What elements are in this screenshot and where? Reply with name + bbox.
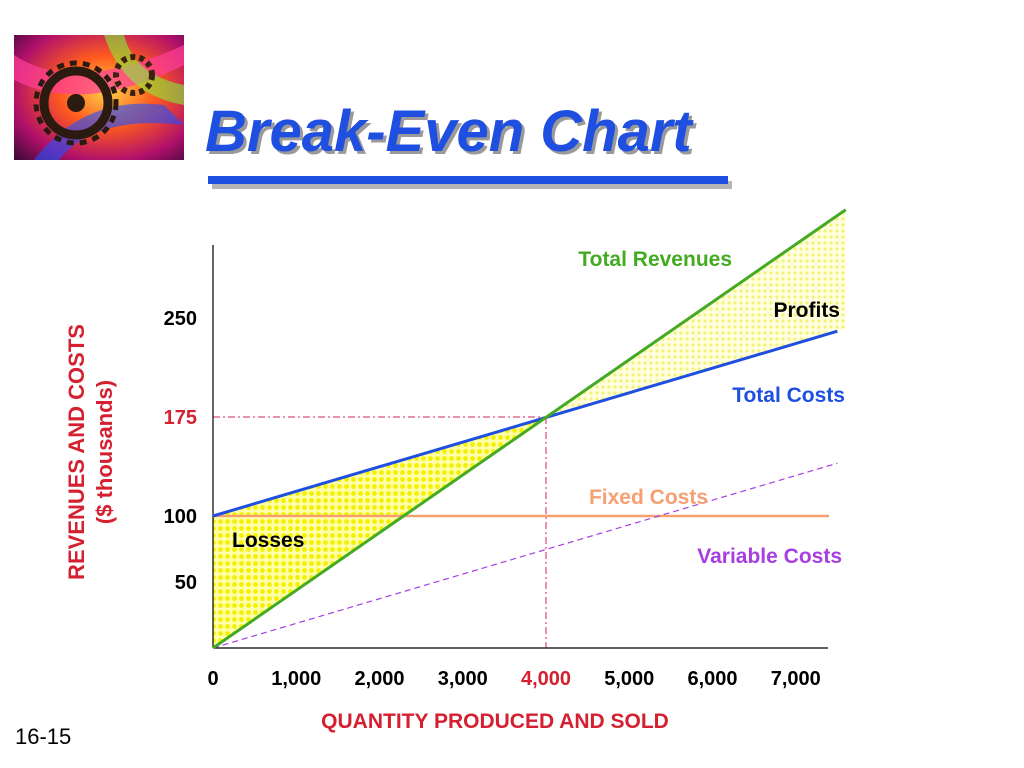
series-label-total-revenues: Total Revenues (578, 248, 732, 271)
series-line-total-revenues (212, 208, 847, 650)
x-tick-label: 5,000 (604, 668, 654, 690)
x-tick-label: 6,000 (687, 668, 737, 690)
region-label-profits: Profits (773, 299, 840, 322)
x-tick-label: 2,000 (354, 668, 404, 690)
title-underline (208, 176, 728, 184)
region-label-losses: Losses (232, 529, 304, 552)
logo-image (14, 35, 184, 160)
y-tick-label: 250 (164, 308, 197, 330)
x-axis-label: QUANTITY PRODUCED AND SOLD (321, 710, 669, 733)
y-tick-label: 50 (175, 572, 197, 594)
y-tick-label: 100 (164, 506, 197, 528)
slide-number: 16-15 (15, 724, 72, 749)
x-tick-label: 1,000 (271, 668, 321, 690)
series-line-variable-costs (212, 462, 838, 649)
y-axis-label-line1: REVENUES AND COSTS (64, 324, 89, 580)
x-tick-label: 0 (207, 668, 218, 690)
series-line-total-costs (212, 329, 838, 518)
series-label-fixed-costs: Fixed Costs (589, 486, 708, 509)
page-title: Break-Even Chart (205, 99, 692, 164)
x-tick-label: 7,000 (771, 668, 821, 690)
x-tick-label: 3,000 (438, 668, 488, 690)
series-label-variable-costs: Variable Costs (697, 545, 842, 568)
series-label-total-costs: Total Costs (732, 384, 845, 407)
x-tick-label: 4,000 (521, 668, 571, 690)
y-axis-label-line2: ($ thousands) (92, 380, 117, 524)
y-tick-label: 175 (164, 407, 197, 429)
